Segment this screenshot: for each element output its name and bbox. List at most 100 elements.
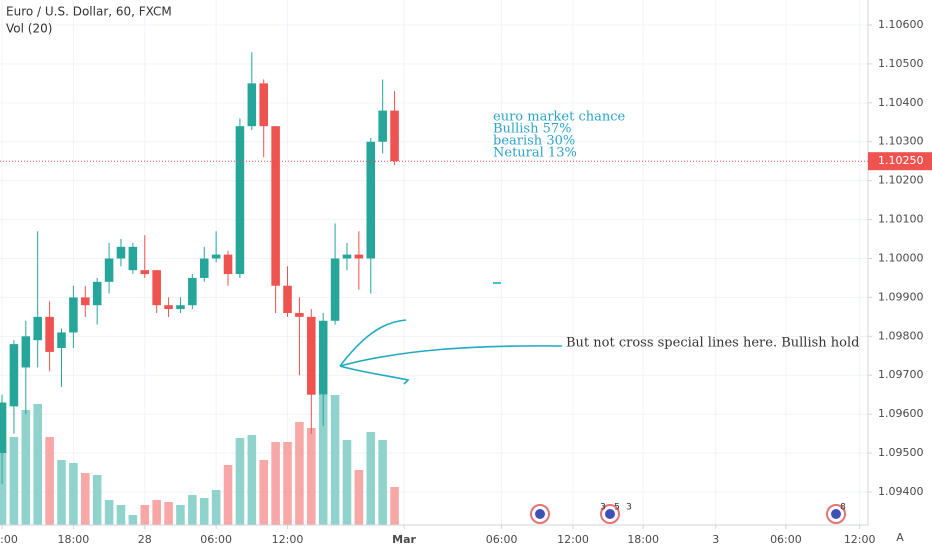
volume-bar <box>164 502 173 525</box>
volume-bar <box>69 463 78 525</box>
volume-bar <box>45 437 54 525</box>
volume-bar <box>104 500 114 525</box>
volume-bar <box>342 440 352 525</box>
candle-body <box>283 285 292 313</box>
annotation-line: Netural 13% <box>493 146 577 161</box>
y-tick-label: 1.09800 <box>878 329 924 342</box>
event-icon-inner <box>605 509 615 519</box>
candle-body <box>57 332 66 349</box>
x-tick-label: 12:00 <box>272 533 304 546</box>
candle-body <box>92 281 102 306</box>
volume-pane <box>0 395 399 525</box>
y-tick-label: 1.10200 <box>878 174 924 187</box>
candle-body <box>164 305 173 310</box>
volume-bar <box>57 460 66 525</box>
candle-body <box>152 270 161 306</box>
event-count: 3 <box>626 503 632 513</box>
arrow-line <box>339 319 407 367</box>
volume-bar <box>21 410 31 525</box>
y-tick-label: 1.09500 <box>878 446 924 459</box>
volume-bar <box>307 428 316 525</box>
candle-body <box>188 277 197 306</box>
candle-body <box>33 316 42 341</box>
volume-bar <box>283 442 292 525</box>
volume-bar <box>92 475 102 525</box>
x-tick-label: 12:00 <box>844 533 876 546</box>
volume-bar <box>0 440 7 525</box>
auto-scale-label[interactable]: A <box>896 531 904 544</box>
candle-body <box>342 254 352 259</box>
x-tick-label: 3 <box>712 533 719 546</box>
volume-bar <box>176 505 185 525</box>
volume-bar <box>152 500 161 525</box>
candle-body <box>128 246 138 271</box>
candle-body <box>390 110 399 162</box>
candle-body <box>176 305 185 310</box>
y-tick-label: 1.09600 <box>878 407 924 420</box>
candle-body <box>366 141 376 259</box>
y-tick-label: 1.09900 <box>878 290 924 303</box>
annotation-line: bearish 30% <box>493 134 575 149</box>
axes: 1.10600 1.10500 1.10400 1.10300 1.10200 1.101… <box>0 18 932 546</box>
arrow-line <box>339 365 410 385</box>
y-tick-label: 1.09400 <box>878 485 924 498</box>
x-tick-label: 12:00 <box>557 533 589 546</box>
volume-bar <box>116 505 126 525</box>
candle-body <box>104 258 114 282</box>
x-tick-label: 06:00 <box>770 533 802 546</box>
volume-bar <box>295 422 304 525</box>
volume-bar <box>9 437 19 525</box>
auto-scale-button[interactable] <box>890 528 910 546</box>
volume-bar <box>247 435 257 525</box>
x-tick-label: 28 <box>138 533 152 546</box>
candle-body <box>330 258 340 321</box>
candle-body <box>223 254 233 275</box>
candle-body <box>235 126 245 275</box>
candle-body <box>9 344 19 407</box>
volume-bar <box>140 505 150 525</box>
y-tick-label: 1.10600 <box>878 18 924 31</box>
y-tick-label: 1.10000 <box>878 251 924 264</box>
volume-bar <box>211 490 221 525</box>
candle-body <box>69 297 78 333</box>
candle-body <box>271 126 280 286</box>
last-price-box <box>868 152 932 171</box>
volume-bar <box>235 438 245 525</box>
candle-body <box>199 258 209 278</box>
event-count: 3 <box>600 503 606 513</box>
drawing <box>339 282 563 385</box>
candle-body <box>259 83 269 127</box>
volume-bar <box>354 470 364 525</box>
volume-bar <box>128 515 138 525</box>
y-tick-label: 1.10300 <box>878 135 924 148</box>
annotation-note: But not cross special lines here. Bullis… <box>566 336 859 351</box>
volume-bar <box>271 442 280 525</box>
candle-body <box>378 110 387 142</box>
candle-body <box>0 402 7 454</box>
annotation-line: euro market chance <box>493 110 626 125</box>
volume-bar <box>33 404 42 525</box>
volume-bar <box>390 487 399 525</box>
x-tick-label: 18:00 <box>627 533 659 546</box>
candle-body <box>45 316 54 352</box>
volume-bar <box>199 498 209 525</box>
volume-bar <box>223 465 233 525</box>
candle-body <box>307 316 316 395</box>
annotation-line: Bullish 57% <box>493 122 571 137</box>
candles <box>0 52 399 485</box>
candle-body <box>247 83 257 127</box>
volume-bar <box>81 473 90 525</box>
x-tick-label: 06:00 <box>200 533 232 546</box>
volume-bar <box>378 440 387 525</box>
y-tick-label: 1.09700 <box>878 368 924 381</box>
last-price-label: 1.10250 <box>878 154 924 167</box>
chart-title: Euro / U.S. Dollar, 60, FXCM <box>6 5 172 19</box>
event-count: 8 <box>840 503 846 513</box>
volume-bar <box>259 460 269 525</box>
event-count: 5 <box>614 503 620 513</box>
arrow-line <box>339 345 563 367</box>
x-tick-label: 06:00 <box>486 533 518 546</box>
